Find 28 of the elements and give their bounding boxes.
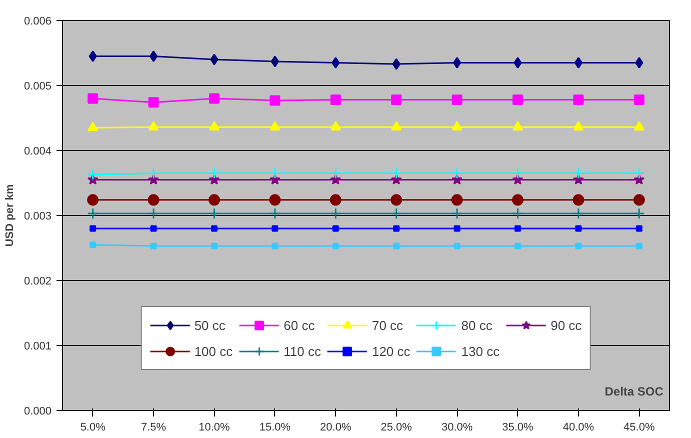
y-tick-label: 0.005 xyxy=(24,80,52,92)
legend-label: 70 cc xyxy=(372,318,404,332)
legend-label: 50 cc xyxy=(194,318,226,332)
legend-label: 60 cc xyxy=(284,318,315,332)
y-tick-label: 0.004 xyxy=(24,146,52,158)
x-axis-title: Delta SOC xyxy=(604,384,664,398)
x-tick-label: 15.0% xyxy=(259,422,291,434)
x-tick-label: 45.0% xyxy=(624,422,655,434)
legend-label: 130 cc xyxy=(461,344,500,358)
legend-label: 90 cc xyxy=(550,318,582,332)
x-tick-label: 20.0% xyxy=(320,422,352,434)
x-tick-label: 7.5% xyxy=(141,422,166,434)
x-tick-label: 40.0% xyxy=(562,422,594,434)
y-tick-label: 0.002 xyxy=(24,276,52,288)
legend-label: 100 cc xyxy=(194,344,233,358)
y-tick-label: 0.001 xyxy=(24,340,52,352)
x-tick-label: 25.0% xyxy=(380,422,412,434)
y-tick-label: 0.003 xyxy=(24,210,52,222)
legend-label: 120 cc xyxy=(372,344,410,358)
x-tick-label: 5.0% xyxy=(80,422,106,434)
legend-label: 110 cc xyxy=(284,344,321,358)
y-axis-title: USD per km xyxy=(4,184,16,247)
y-tick-label: 0.000 xyxy=(24,406,52,418)
y-tick-label: 0.006 xyxy=(24,16,52,28)
x-tick-label: 30.0% xyxy=(441,422,473,434)
legend-label: 80 cc xyxy=(461,318,492,332)
x-tick-label: 10.0% xyxy=(198,422,230,434)
x-tick-label: 35.0% xyxy=(502,422,534,434)
